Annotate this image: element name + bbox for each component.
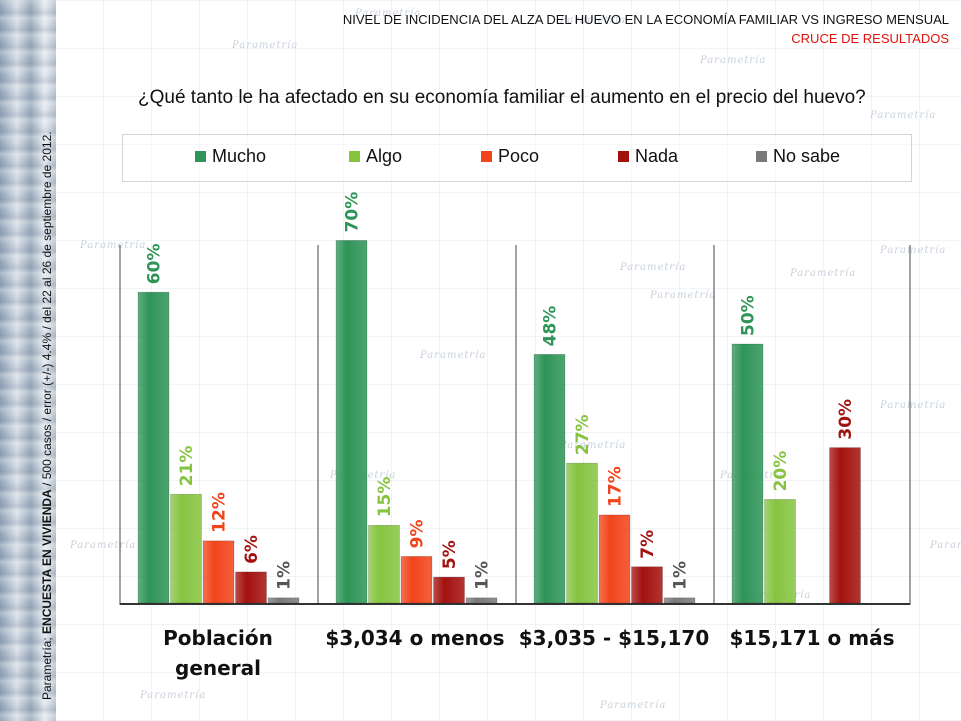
watermark-text: Parametría	[420, 350, 487, 361]
legend-item-algo: Algo	[349, 146, 402, 167]
data-label: 48%	[541, 306, 561, 347]
legend-swatch-poco	[481, 151, 492, 162]
data-label: 9%	[408, 520, 428, 549]
watermark-text: Parametría	[930, 540, 961, 551]
bar-no-sabe-0	[267, 597, 300, 604]
bar-algo-0	[170, 493, 202, 604]
bar-nada-0	[235, 571, 267, 604]
data-label: 27%	[573, 414, 593, 455]
legend-swatch-mucho	[195, 151, 206, 162]
watermark-text: Parametría	[355, 8, 422, 19]
data-label: 1%	[275, 561, 295, 590]
data-label: 60%	[145, 243, 165, 284]
watermark-text: Parametría	[790, 268, 857, 279]
watermark-text: Parametría	[600, 700, 667, 711]
legend-item-nada: Nada	[618, 146, 678, 167]
watermark-text: Parametría	[700, 55, 767, 66]
data-label: 1%	[473, 561, 493, 590]
watermark-text: Parametría	[620, 262, 687, 273]
data-label: 6%	[242, 535, 262, 564]
legend-item-no-sabe: No sabe	[756, 146, 840, 167]
bar-algo-3	[764, 499, 796, 604]
watermark-text: Parametría	[232, 40, 299, 51]
bar-mucho-0	[137, 291, 170, 604]
bar-poco-0	[202, 540, 235, 604]
slide-subtitle: CRUCE DE RESULTADOS	[791, 31, 949, 46]
category-label-line: general	[175, 656, 261, 680]
bar-mucho-2	[533, 354, 566, 604]
data-label: 1%	[671, 561, 691, 590]
watermark-text: Parametría	[140, 690, 207, 701]
bar-poco-1	[400, 556, 433, 604]
bar-mucho-3	[731, 343, 764, 604]
data-label: 17%	[606, 466, 626, 507]
data-label: 12%	[210, 492, 230, 533]
category-label-mas: $15,171 o más	[729, 626, 895, 650]
bar-poco-2	[598, 514, 631, 604]
bar-nada-2	[631, 566, 663, 604]
bar-algo-2	[566, 462, 598, 604]
slide-title: NIVEL DE INCIDENCIA DEL ALZA DEL HUEVO E…	[342, 12, 949, 27]
watermark-text: Parametría	[560, 15, 627, 26]
legend-swatch-nada	[618, 151, 629, 162]
data-label: 7%	[638, 530, 658, 559]
watermark-text: Parametría	[880, 400, 947, 411]
data-label: 70%	[343, 192, 363, 233]
legend-swatch-no-sabe	[756, 151, 767, 162]
legend-label-no-sabe: No sabe	[773, 146, 841, 166]
legend-item-mucho: Mucho	[195, 146, 266, 167]
legend-swatch-algo	[349, 151, 360, 162]
watermark-text: Parametría	[70, 540, 137, 551]
category-label-menos: $3,034 o menos	[325, 626, 505, 650]
bar-mucho-1	[335, 240, 368, 604]
data-label: 20%	[771, 451, 791, 492]
bar-no-sabe-2	[663, 597, 696, 604]
data-label: 30%	[836, 399, 856, 440]
bar-no-sabe-1	[465, 597, 498, 604]
watermark-text: Parametría	[870, 110, 937, 121]
data-label: 21%	[177, 446, 197, 487]
chart-legend: Mucho Algo Poco Nada No sabe	[122, 134, 912, 182]
legend-label-algo: Algo	[366, 146, 403, 166]
watermark-text: Parametría	[560, 440, 627, 451]
legend-item-poco: Poco	[481, 146, 539, 167]
legend-label-mucho: Mucho	[212, 146, 267, 166]
data-label: 50%	[739, 295, 759, 336]
watermark-text: Parametría	[880, 245, 947, 256]
bar-nada-1	[433, 576, 465, 604]
bar-nada-3	[829, 447, 861, 604]
side-decorative-strip	[0, 0, 56, 721]
chart-question: ¿Qué tanto le ha afectado en su economía…	[138, 87, 866, 108]
data-label: 5%	[440, 540, 460, 569]
bar-algo-1	[368, 524, 400, 604]
legend-label-poco: Poco	[498, 146, 540, 166]
category-label-line: Población	[163, 626, 273, 650]
legend-label-nada: Nada	[635, 146, 679, 166]
watermark-text: Parametría	[80, 240, 147, 251]
category-label-poblacion-general: Población general	[120, 623, 316, 683]
data-label: 15%	[375, 477, 395, 518]
category-label-medio: $3,035 - $15,170	[518, 626, 710, 650]
watermark-text: Parametría	[650, 290, 717, 301]
